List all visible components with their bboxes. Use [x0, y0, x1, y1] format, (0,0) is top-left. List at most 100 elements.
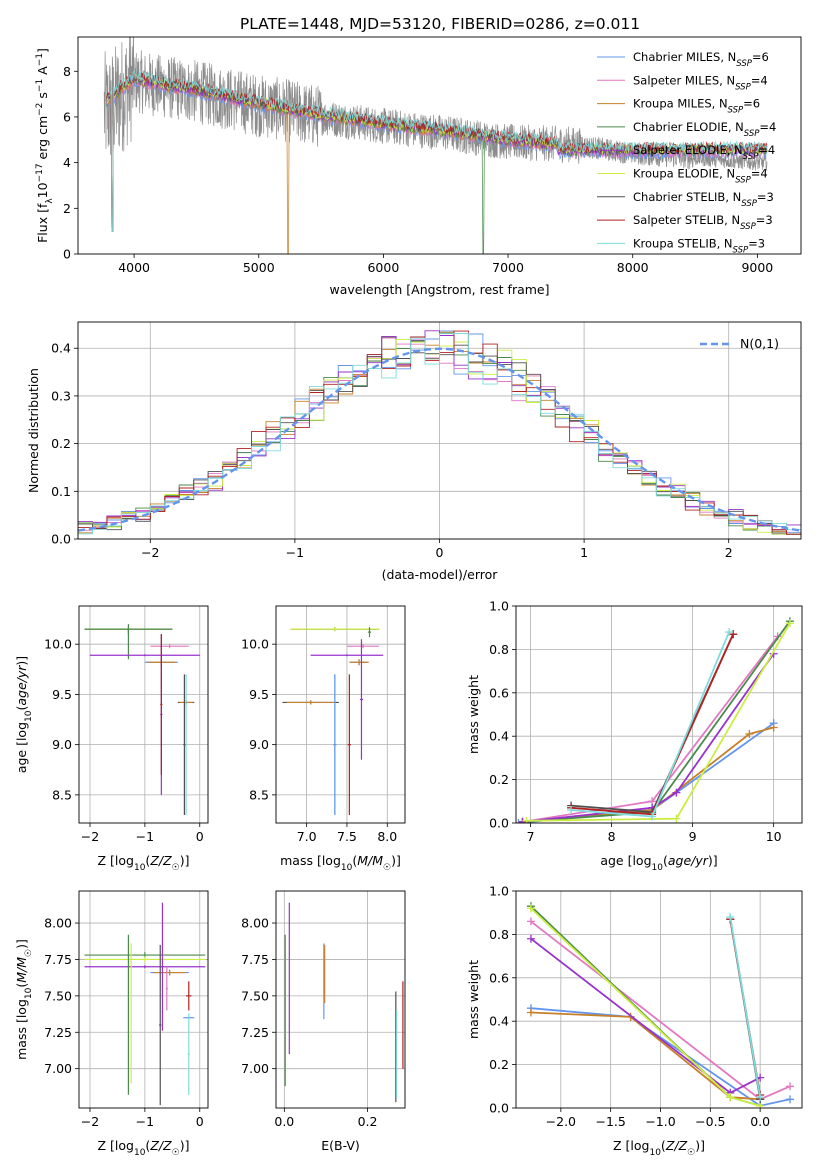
- y-axis-label: age [log10(age/yr)]: [14, 656, 34, 773]
- x-tick-label: −1: [136, 1114, 154, 1129]
- y-tick-label: 7.75: [44, 952, 72, 967]
- y-tick-label: 8: [63, 64, 71, 79]
- y-axis-label: mass [log10(M/M☉)]: [14, 939, 34, 1060]
- x-tick-label: −1: [286, 545, 304, 560]
- plot-area: [516, 891, 802, 1108]
- panel-massweight_vs_Z: −2.0 −1.5 −1.0 −0.5 0.0 0.0 0.2 0.4 0.6 0.8 1.0 Z […: [466, 884, 803, 1158]
- y-tick-label: 0.8: [489, 642, 509, 657]
- normal-curve: [78, 347, 801, 532]
- x-tick-label: 4000: [118, 260, 150, 275]
- y-axis-label: Flux [fλ10−17 erg cm−2 s−1 A−1]: [35, 48, 55, 243]
- y-tick-label: 8.5: [52, 787, 72, 802]
- y-tick-label: 7.00: [44, 1061, 72, 1076]
- mass-weight-point: [726, 1093, 735, 1102]
- mass-weight-line-5: [526, 622, 791, 822]
- panel-mass_vs_EBV: 0.0 0.2 7.00 7.25 7.50 7.75 8.00 E(B-V): [241, 890, 406, 1153]
- y-tick-label: 0.4: [489, 1014, 509, 1029]
- mass-weight-point: [526, 917, 535, 926]
- mass-weight-line-0: [530, 1007, 791, 1107]
- y-tick-label: 8.00: [241, 916, 269, 931]
- y-tick-label: 9.0: [52, 737, 72, 752]
- legend-entry-0: Chabrier MILES, NSSP=6: [633, 50, 769, 69]
- y-tick-label: 0.2: [489, 1057, 509, 1072]
- legend-entry-2: Kroupa MILES, NSSP=6: [633, 97, 760, 116]
- y-axis-label: mass weight: [466, 960, 481, 1039]
- data-spectrum-line: [103, 37, 768, 171]
- mass-weight-point: [522, 816, 531, 823]
- y-tick-label: 7.50: [241, 988, 269, 1003]
- mass-weight-line-6: [571, 633, 734, 814]
- panel-spectrum: 4000 5000 6000 7000 8000 9000 0 2 4 6 8 wavelength …: [35, 36, 802, 297]
- x-tick-label: −1: [136, 829, 154, 844]
- model-line-2: [106, 75, 561, 254]
- mass-weight-point: [672, 814, 681, 823]
- axes-frame: [275, 605, 406, 824]
- mass-weight-line-3: [530, 905, 761, 1107]
- x-axis-label: (data-model)/error: [382, 567, 499, 582]
- y-tick-label: 9.5: [52, 687, 72, 702]
- axes-frame: [77, 36, 802, 255]
- y-tick-label: 0.4: [489, 729, 509, 744]
- legend-entry-6: Chabrier STELIB, NSSP=3: [633, 190, 774, 209]
- x-axis-label: mass [log10(M/M☉)]: [280, 853, 401, 873]
- axes-frame: [275, 890, 406, 1109]
- plot-area: [276, 891, 405, 1108]
- x-tick-label: 0: [436, 545, 444, 560]
- plot-area: [516, 606, 802, 823]
- mass-weight-point: [726, 913, 735, 922]
- y-tick-label: 0.6: [489, 970, 509, 985]
- mass-weight-point: [526, 1008, 535, 1017]
- x-tick-label: 8.0: [377, 829, 397, 844]
- mass-weight-point: [672, 788, 681, 797]
- y-axis-label: Normed distribution: [26, 368, 41, 493]
- y-tick-label: 7.25: [241, 1025, 269, 1040]
- x-tick-label: −2.0: [546, 1114, 576, 1129]
- x-tick-label: 1: [580, 545, 588, 560]
- plot-area: [79, 606, 208, 823]
- mass-weight-line-8: [729, 916, 761, 1098]
- x-tick-label: 6000: [367, 260, 399, 275]
- x-tick-label: −2: [81, 829, 99, 844]
- mass-weight-line-8: [571, 631, 730, 818]
- plot-area: [103, 37, 768, 254]
- x-tick-label: 0.0: [274, 1114, 294, 1129]
- x-axis-label: E(B-V): [321, 1138, 360, 1153]
- legend-entry-4: Salpeter ELODIE, NSSP=4: [633, 143, 775, 162]
- x-tick-label: −0.5: [695, 1114, 725, 1129]
- x-tick-label: 7.0: [297, 829, 317, 844]
- y-tick-label: 0.0: [489, 816, 509, 831]
- legend-entry-normal: N(0,1): [740, 336, 779, 351]
- y-tick-label: 7.50: [44, 988, 72, 1003]
- model-line-7: [106, 72, 768, 232]
- mass-weight-point: [725, 628, 734, 637]
- mass-weight-line-4: [522, 653, 775, 823]
- x-tick-label: −2: [81, 1114, 99, 1129]
- y-tick-label: 1.0: [489, 884, 509, 899]
- y-axis-label: mass weight: [466, 675, 481, 754]
- panel-mass_vs_Z: −2 −1 0 7.00 7.25 7.50 7.75 8.00 Z [log10(Z/Z☉)]…: [14, 890, 209, 1158]
- y-tick-label: 0: [63, 247, 71, 262]
- x-tick-label: 8: [608, 829, 616, 844]
- legend-entry-3: Chabrier ELODIE, NSSP=4: [633, 120, 776, 139]
- x-tick-label: 0: [196, 829, 204, 844]
- y-tick-label: 7.25: [44, 1025, 72, 1040]
- mass-weight-point: [786, 1082, 795, 1091]
- x-tick-label: 0.2: [358, 1114, 378, 1129]
- mass-weight-line-3: [522, 620, 791, 823]
- x-tick-label: −1.0: [645, 1114, 675, 1129]
- x-tick-label: 5000: [243, 260, 275, 275]
- y-tick-label: 0.4: [51, 341, 71, 356]
- x-axis-label: wavelength [Angstrom, rest frame]: [329, 282, 549, 297]
- y-tick-label: 0.8: [489, 927, 509, 942]
- x-tick-label: 8000: [617, 260, 649, 275]
- axes-frame: [515, 890, 803, 1109]
- legend-entry-5: Kroupa ELODIE, NSSP=4: [633, 167, 768, 186]
- y-tick-label: 8.5: [249, 787, 269, 802]
- y-tick-label: 0.2: [489, 772, 509, 787]
- residual-histogram-4: [78, 330, 801, 535]
- legend-entry-7: Salpeter STELIB, NSSP=3: [633, 213, 773, 232]
- x-tick-label: 10: [766, 829, 782, 844]
- mass-weight-point: [786, 1095, 795, 1104]
- x-tick-label: 0.0: [750, 1114, 770, 1129]
